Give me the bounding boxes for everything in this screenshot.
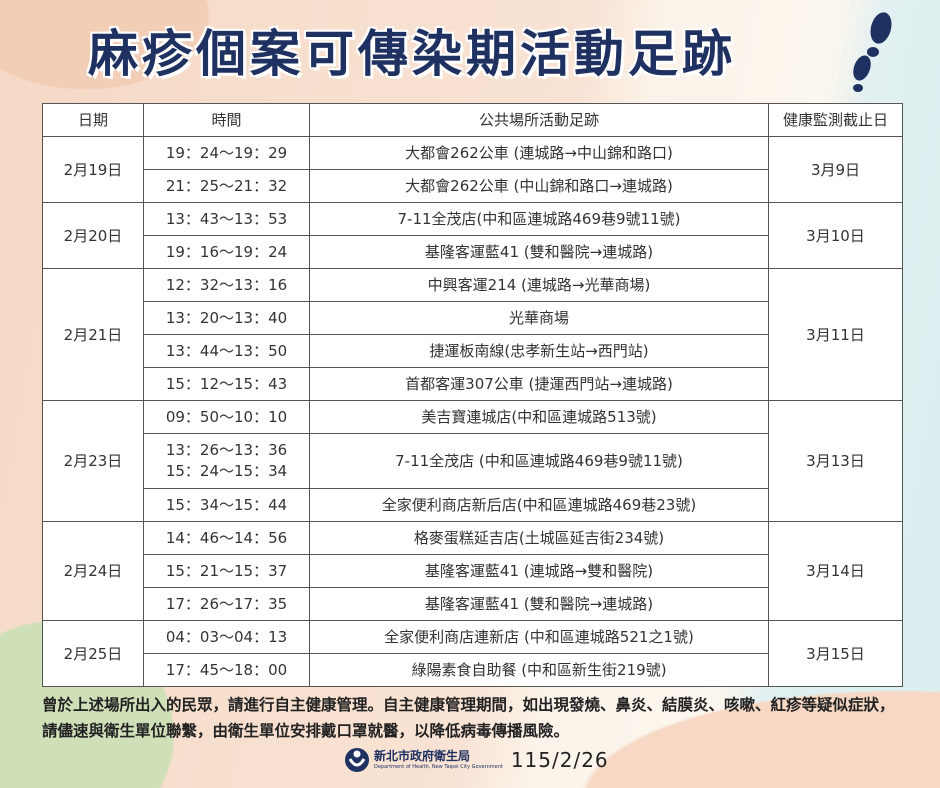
place-cell: 美吉寶連城店(中和區連城路513號): [309, 400, 769, 434]
time-cell: 15：12～15：43: [143, 367, 310, 401]
date-cell: 2月23日: [42, 400, 144, 522]
date-cell: 2月20日: [42, 202, 144, 269]
time-cell: 13：26～13：36 15：24～15：34: [143, 433, 310, 489]
column-header: 健康監測截止日: [768, 103, 903, 137]
time-range: 13：44～13：50: [165, 342, 288, 360]
time-range: 17：26～17：35: [165, 595, 288, 613]
place-cell: 大都會262公車 (連城路→中山錦和路口): [309, 136, 769, 170]
time-cell: 19：16～19：24: [143, 235, 310, 269]
time-range: 17：45～18：00: [165, 661, 288, 679]
column-header: 時間: [143, 103, 310, 137]
table-row: 13：20～13：40 光華商場: [43, 301, 903, 335]
footprints-icon: [853, 12, 892, 92]
time-range: 15：24～15：34: [165, 462, 288, 480]
deadline-cell: 3月13日: [768, 400, 903, 522]
place-cell: 基隆客運藍41 (雙和醫院→連城路): [309, 587, 769, 621]
place-cell: 中興客運214 (連城路→光華商場): [309, 268, 769, 302]
time-cell: 17：26～17：35: [143, 587, 310, 621]
time-range: 13：20～13：40: [165, 309, 288, 327]
table-row: 13：26～13：36 15：24～15：34 7-11全茂店 (中和區連城路469…: [43, 433, 903, 489]
table-row: 15：21～15：37 基隆客運藍41 (連城路→雙和醫院): [43, 554, 903, 588]
table-header: 日期 時間 公共場所活動足跡 健康監測截止日: [42, 103, 903, 137]
footer: 新北市政府衛生局 Department of Health, New Taipe…: [344, 743, 609, 777]
date-cell: 2月19日: [42, 136, 144, 203]
place-cell: 格麥蛋糕延吉店(土城區延吉街234號): [309, 521, 769, 555]
time-cell: 13：20～13：40: [143, 301, 310, 335]
time-range: 15：21～15：37: [165, 562, 288, 580]
table-row: 13：44～13：50 捷運板南線(忠孝新生站→西門站): [43, 334, 903, 368]
time-cell: 14：46～14：56: [143, 521, 310, 555]
deadline-cell: 3月15日: [768, 620, 903, 687]
time-cell: 19：24～19：29: [143, 136, 310, 170]
place-cell: 基隆客運藍41 (連城路→雙和醫院): [309, 554, 769, 588]
column-header: 日期: [42, 103, 144, 137]
time-range: 12：32～13：16: [165, 276, 288, 294]
time-cell: 15：34～15：44: [143, 488, 310, 522]
time-cell: 13：43～13：53: [143, 202, 310, 236]
place-cell: 全家便利商店連新店 (中和區連城路521之1號): [309, 620, 769, 654]
table-row: 15：12～15：43 首都客運307公車 (捷運西門站→連城路): [43, 367, 903, 401]
table-row: 2月25日 04：03～04：13 全家便利商店連新店 (中和區連城路521之1號)…: [42, 620, 903, 687]
time-cell: 04：03～04：13: [143, 620, 310, 654]
place-cell: 綠陽素食自助餐 (中和區新生街219號): [309, 653, 769, 687]
deadline-cell: 3月14日: [768, 521, 903, 621]
publish-date: 115/2/26: [510, 748, 609, 772]
org-name-block: 新北市政府衛生局 Department of Health, New Taipe…: [374, 749, 503, 771]
table-row: 17：45～18：00 綠陽素食自助餐 (中和區新生街219號): [43, 653, 903, 687]
time-range: 14：46～14：56: [165, 529, 288, 547]
date-cell: 2月24日: [42, 521, 144, 621]
place-cell: 7-11全茂店(中和區連城路469巷9號11號): [309, 202, 769, 236]
time-range: 09：50～10：10: [165, 408, 288, 426]
time-cell: 15：21～15：37: [143, 554, 310, 588]
table-row: 2月24日 14：46～14：56 格麥蛋糕延吉店(土城區延吉街234號) 3月14日: [42, 521, 903, 621]
table-row: 19：16～19：24 基隆客運藍41 (雙和醫院→連城路): [43, 235, 903, 269]
deadline-cell: 3月10日: [768, 202, 903, 269]
health-notice: 曾於上述場所出入的民眾，請進行自主健康管理。自主健康管理期間，如出現發燒、鼻炎、…: [42, 696, 895, 740]
table-row: 2月20日 13：43～13：53 7-11全茂店(中和區連城路469巷9號11號)…: [42, 202, 903, 269]
org-name: 新北市政府衛生局: [374, 749, 471, 763]
page-title: 麻疹個案可傳染期活動足跡: [88, 25, 736, 83]
time-cell: 09：50～10：10: [143, 400, 310, 434]
column-header: 公共場所活動足跡: [309, 103, 769, 137]
table-row: 2月23日 09：50～10：10 美吉寶連城店(中和區連城路513號) 3月13日: [42, 400, 903, 522]
table-row: 21：25～21：32 大都會262公車 (中山錦和路口→連城路): [43, 169, 903, 203]
time-range: 15：34～15：44: [165, 496, 288, 514]
time-cell: 17：45～18：00: [143, 653, 310, 687]
table-row: 2月21日 12：32～13：16 中興客運214 (連城路→光華商場) 3月11日: [42, 268, 903, 401]
place-cell: 光華商場: [309, 301, 769, 335]
place-cell: 基隆客運藍41 (雙和醫院→連城路): [309, 235, 769, 269]
time-range: 19：24～19：29: [165, 144, 288, 162]
time-cell: 13：44～13：50: [143, 334, 310, 368]
time-range: 13：26～13：36: [165, 441, 288, 459]
health-department-logo-icon: [345, 748, 369, 772]
deadline-cell: 3月11日: [768, 268, 903, 401]
place-cell: 全家便利商店新后店(中和區連城路469巷23號): [309, 488, 769, 522]
org-name-english: Department of Health, New Taipei City Go…: [374, 764, 503, 770]
deadline-cell: 3月9日: [768, 136, 903, 203]
place-cell: 首都客運307公車 (捷運西門站→連城路): [309, 367, 769, 401]
place-cell: 大都會262公車 (中山錦和路口→連城路): [309, 169, 769, 203]
time-cell: 12：32～13：16: [143, 268, 310, 302]
place-cell: 捷運板南線(忠孝新生站→西門站): [309, 334, 769, 368]
activity-table: 日期 時間 公共場所活動足跡 健康監測截止日 2月19日 19：24～19：29 大都會2…: [42, 103, 903, 687]
time-range: 04：03～04：13: [165, 628, 288, 646]
table-row: 2月19日 19：24～19：29 大都會262公車 (連城路→中山錦和路口) 3月9…: [42, 136, 903, 203]
time-cell: 21：25～21：32: [143, 169, 310, 203]
time-range: 15：12～15：43: [165, 375, 288, 393]
time-range: 19：16～19：24: [165, 243, 288, 261]
time-range: 21：25～21：32: [165, 177, 288, 195]
date-cell: 2月21日: [42, 268, 144, 401]
place-cell: 7-11全茂店 (中和區連城路469巷9號11號): [309, 433, 769, 489]
date-cell: 2月25日: [42, 620, 144, 687]
time-range: 13：43～13：53: [165, 210, 288, 228]
